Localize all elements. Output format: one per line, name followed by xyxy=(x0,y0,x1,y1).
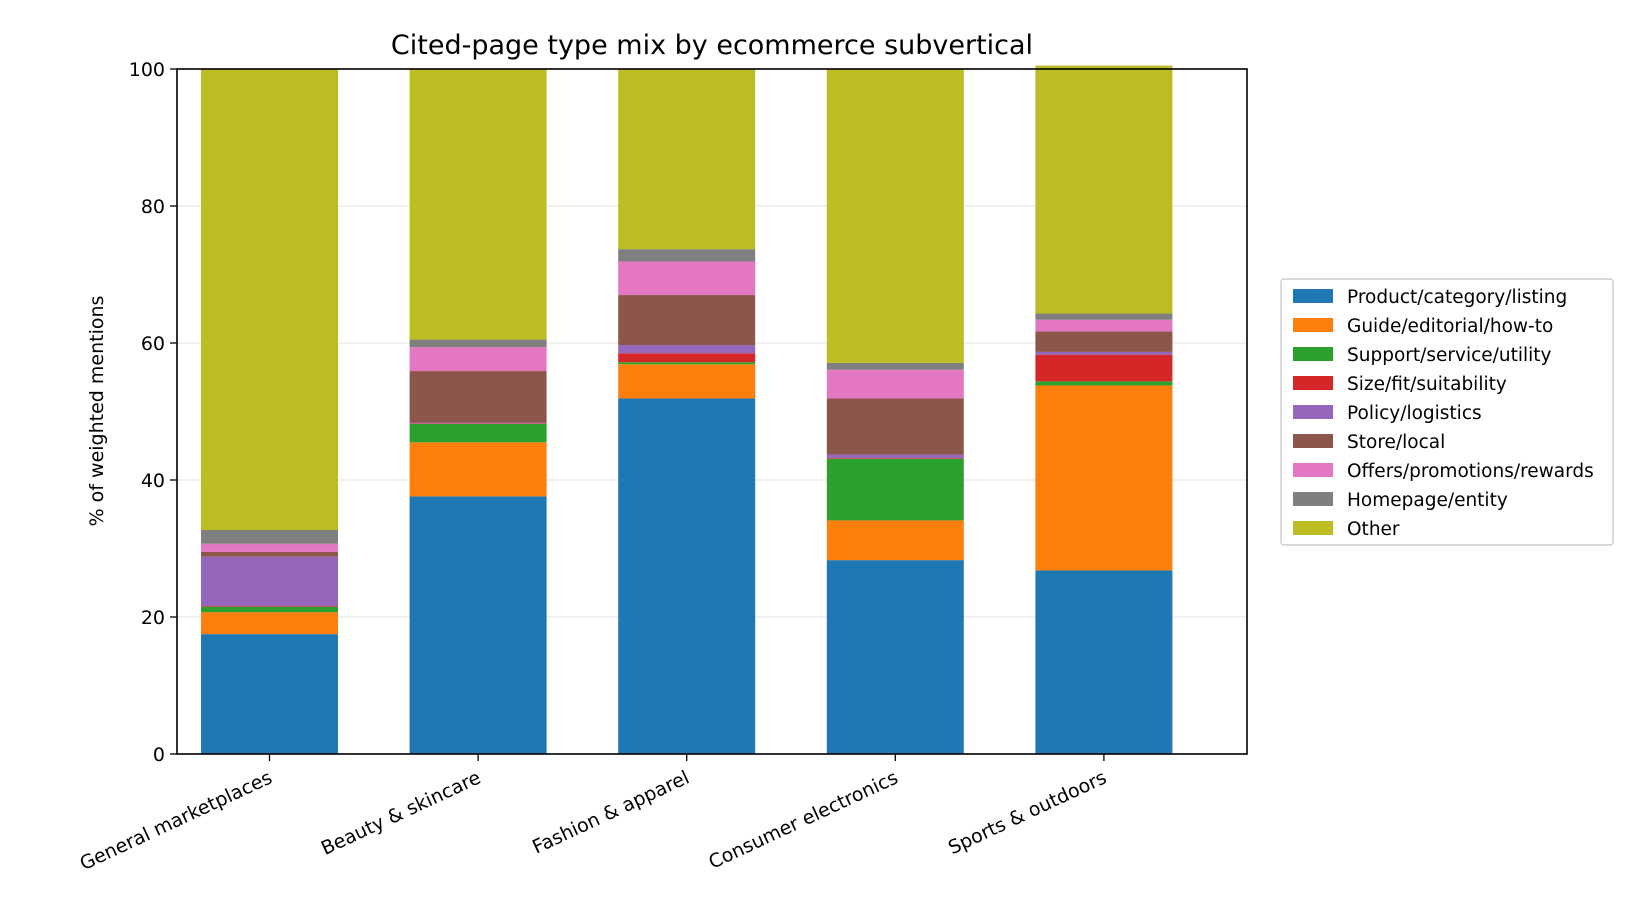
legend-frame xyxy=(1280,278,1614,546)
plot-frame xyxy=(176,68,1248,755)
x-tick-label: Fashion & apparel xyxy=(529,767,693,859)
bar-segment xyxy=(201,543,338,552)
x-axis: General marketplaces Beauty & skincare Fas… xyxy=(77,754,1110,875)
bar-segment xyxy=(409,442,547,497)
bar-segment xyxy=(826,458,964,459)
bar-segment xyxy=(826,369,964,399)
y-axis-label: % of weighted mentions xyxy=(86,296,108,527)
bar-segment xyxy=(826,362,964,370)
legend-swatch xyxy=(1293,376,1333,390)
bar-segment xyxy=(1035,313,1173,320)
legend-label: Guide/editorial/how-to xyxy=(1347,316,1553,337)
bar-segment xyxy=(409,423,547,424)
legend-label: Support/service/utility xyxy=(1347,345,1552,366)
bar-segment xyxy=(618,362,756,365)
y-tick-label: 40 xyxy=(141,470,165,492)
bar-segment xyxy=(201,530,338,544)
bar-segment xyxy=(618,69,756,250)
x-tick-label: Consumer electronics xyxy=(705,767,901,874)
bar-segment xyxy=(201,634,338,754)
bar-segment xyxy=(618,345,756,354)
bar-segment xyxy=(1035,385,1173,571)
legend-swatch xyxy=(1293,463,1333,477)
bar-segment xyxy=(826,454,964,459)
legend-swatch xyxy=(1293,289,1333,303)
legend-swatch xyxy=(1293,521,1333,535)
bar-segment xyxy=(409,347,547,372)
bar-segment xyxy=(201,69,338,531)
legend-swatch xyxy=(1293,434,1333,448)
bar-segment xyxy=(1035,354,1173,382)
bar-segment xyxy=(1035,65,1173,314)
bar-segment xyxy=(618,249,756,262)
legend-swatch xyxy=(1293,405,1333,419)
legend-swatch xyxy=(1293,347,1333,361)
y-tick-label: 60 xyxy=(141,333,165,355)
bar-segment xyxy=(618,261,756,296)
bar-segment xyxy=(1035,351,1173,355)
legend-label: Other xyxy=(1347,519,1400,540)
bar-segment xyxy=(409,423,547,443)
legend-label: Product/category/listing xyxy=(1347,287,1567,308)
bar-segment xyxy=(409,339,547,348)
legend: Product/category/listing Guide/editorial/… xyxy=(1280,278,1614,546)
bar-segment xyxy=(618,398,756,754)
bars xyxy=(201,65,1173,754)
bar-segment xyxy=(201,612,338,635)
legend-label: Size/fit/suitability xyxy=(1347,374,1507,395)
bar-segment xyxy=(1035,570,1173,754)
bar-segment xyxy=(618,295,756,346)
bar-segment xyxy=(618,364,756,399)
bar-segment xyxy=(826,520,964,561)
bar-segment xyxy=(1035,319,1173,332)
bar-segment xyxy=(201,556,338,607)
y-tick-label: 80 xyxy=(141,196,165,218)
y-tick-label: 100 xyxy=(129,59,165,81)
bar-segment xyxy=(409,422,547,424)
legend-label: Store/local xyxy=(1347,432,1445,453)
y-tick-label: 0 xyxy=(153,744,165,766)
x-tick-label: Beauty & skincare xyxy=(318,767,484,860)
bar-segment xyxy=(409,371,547,423)
bar-segment xyxy=(826,69,964,363)
bar-segment xyxy=(409,69,547,340)
legend-swatch xyxy=(1293,492,1333,506)
bar-segment xyxy=(618,353,756,363)
legend-label: Homepage/entity xyxy=(1347,490,1508,511)
bar-segment xyxy=(409,496,547,754)
bar-segment xyxy=(1035,331,1173,352)
x-tick-label: Sports & outdoors xyxy=(945,767,1110,860)
legend-swatch xyxy=(1293,318,1333,332)
x-tick-label: General marketplaces xyxy=(77,767,276,875)
bar-segment xyxy=(826,560,964,754)
bar-segment xyxy=(201,606,338,613)
legend-label: Policy/logistics xyxy=(1347,403,1482,424)
bar-segment xyxy=(826,398,964,455)
y-axis: 0 20 40 60 80 100 xyxy=(129,59,177,766)
bar-segment xyxy=(1035,381,1173,386)
chart-title: Cited-page type mix by ecommerce subvert… xyxy=(391,30,1033,61)
bar-segment xyxy=(201,551,338,557)
bar-segment xyxy=(201,606,338,607)
bar-segment xyxy=(826,458,964,521)
y-tick-label: 20 xyxy=(141,607,165,629)
legend-label: Offers/promotions/rewards xyxy=(1347,461,1594,482)
